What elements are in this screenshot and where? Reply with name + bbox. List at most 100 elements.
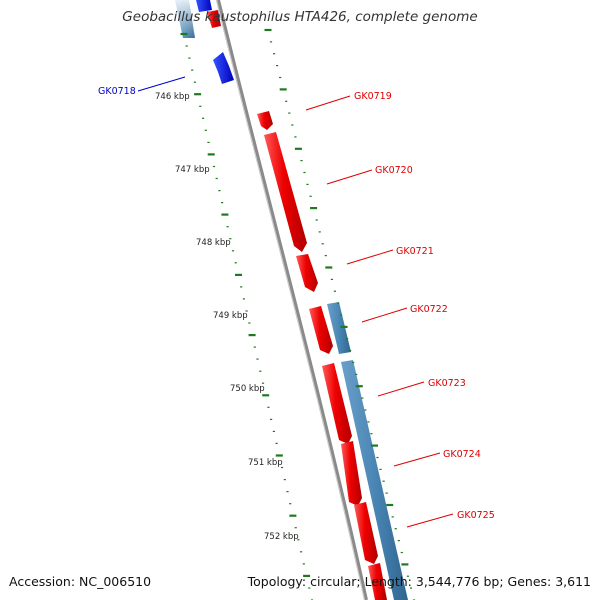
left-ruler-minor-tick [202, 117, 205, 119]
cds-band-1 [327, 302, 351, 354]
genome-summary-text: Topology: circular; Length: 3,544,776 bp… [247, 574, 591, 589]
right-ruler-major-tick [355, 385, 363, 388]
accession-text: Accession: NC_006510 [9, 574, 152, 589]
right-ruler-minor-tick [409, 587, 413, 589]
gene-label-gk0725[interactable]: GK0725 [457, 510, 495, 521]
gene-leader-line [326, 169, 373, 185]
left-ruler-minor-tick [231, 250, 235, 252]
left-ruler-minor-tick [272, 430, 275, 432]
right-ruler-minor-tick [364, 409, 367, 411]
ruler-label: 749 kbp [213, 311, 248, 321]
gene-leader-line [346, 249, 394, 265]
right-ruler-major-tick [386, 503, 394, 507]
right-ruler-minor-tick [361, 397, 364, 399]
left-ruler-major-tick [180, 32, 188, 36]
left-ruler-minor-tick [270, 418, 273, 420]
left-ruler-minor-tick [221, 202, 224, 204]
left-ruler-minor-tick [261, 382, 265, 384]
ruler-label: 752 kbp [264, 532, 299, 542]
right-ruler-major-tick [401, 563, 409, 566]
right-ruler-major-tick [325, 266, 333, 269]
gene-label-gk0721[interactable]: GK0721 [396, 246, 434, 257]
left-ruler-minor-tick [308, 587, 311, 589]
right-ruler-major-tick [310, 207, 318, 210]
left-ruler-minor-tick [300, 551, 303, 553]
right-ruler-minor-tick [321, 243, 324, 245]
right-ruler-minor-tick [269, 41, 273, 43]
left-ruler-minor-tick [242, 298, 245, 300]
right-ruler-minor-tick [391, 516, 394, 518]
left-ruler-minor-tick [240, 286, 243, 288]
right-ruler-minor-tick [315, 219, 318, 221]
right-ruler-minor-tick [397, 540, 400, 542]
gene-leader-line [137, 76, 186, 92]
right-ruler-minor-tick [318, 231, 321, 233]
left-ruler-major-tick [289, 514, 297, 517]
gene-label-gk0722[interactable]: GK0722 [410, 304, 448, 315]
left-ruler-minor-tick [207, 141, 210, 143]
left-ruler-minor-tick [188, 57, 191, 59]
right-ruler-minor-tick [385, 492, 388, 494]
ruler-label: 748 kbp [196, 238, 231, 248]
gene-arrow-gk0724 [341, 441, 362, 506]
left-ruler-minor-tick [256, 358, 259, 360]
gene-arrow-top-forward [207, 10, 221, 28]
ruler-ticks [180, 28, 416, 600]
gene-arrow-gk0721 [296, 254, 318, 292]
right-ruler-minor-tick [355, 373, 358, 375]
left-ruler-minor-tick [294, 527, 297, 529]
right-ruler-minor-tick [285, 100, 288, 102]
right-ruler-minor-tick [300, 160, 303, 162]
right-ruler-major-tick [264, 28, 272, 32]
cds-bands [175, 0, 408, 600]
gene-label-gk0724[interactable]: GK0724 [443, 449, 481, 460]
left-ruler-minor-tick [275, 442, 278, 444]
left-ruler-minor-tick [297, 539, 300, 541]
right-ruler-minor-tick [370, 433, 373, 435]
right-ruler-minor-tick [394, 528, 397, 530]
right-ruler-minor-tick [406, 575, 409, 577]
right-ruler-minor-tick [346, 338, 349, 340]
gene-label-gk0718[interactable]: GK0718 [98, 86, 136, 97]
genome-backbone [216, 0, 368, 600]
left-ruler-minor-tick [283, 479, 286, 481]
left-ruler-minor-tick [191, 69, 194, 71]
right-ruler-major-tick [340, 325, 348, 328]
right-ruler-major-tick [371, 444, 378, 447]
right-ruler-minor-tick [306, 183, 309, 185]
left-ruler-major-tick [303, 574, 311, 577]
gene-label-gk0720[interactable]: GK0720 [375, 165, 413, 176]
gene-arrow-gk0719 [257, 111, 273, 130]
left-ruler-major-tick [235, 273, 242, 276]
right-ruler-minor-tick [382, 480, 385, 482]
gene-labels: GK0718 GK0719 GK0720 GK0721 GK0722 GK0723 GK07… [98, 76, 495, 528]
gene-label-gk0719[interactable]: GK0719 [354, 91, 392, 102]
right-ruler-minor-tick [309, 195, 312, 197]
ruler-label: 746 kbp [155, 92, 190, 102]
gene-arrow-gk0720 [264, 132, 307, 252]
left-ruler-minor-tick [229, 238, 232, 240]
right-ruler-minor-tick [379, 468, 382, 470]
gene-arrow-gk0718 [213, 52, 234, 84]
map-title: Geobacillus kaustophilus HTA426, complet… [122, 9, 478, 25]
right-ruler-minor-tick [288, 112, 291, 114]
left-ruler-minor-tick [289, 503, 292, 505]
left-ruler-minor-tick [199, 105, 202, 107]
left-ruler-minor-tick [259, 370, 262, 372]
gene-arrow-bottom [368, 563, 387, 600]
ruler-label: 747 kbp [175, 165, 210, 175]
ruler-labels: 746 kbp 747 kbp 748 kbp 749 kbp 750 kbp 751 k… [155, 92, 299, 542]
genome-backbone-highlight [216, 0, 365, 600]
gene-leader-line [305, 95, 351, 111]
right-ruler-minor-tick [324, 255, 327, 257]
right-ruler-major-tick [294, 147, 302, 150]
right-ruler-minor-tick [339, 314, 343, 316]
gene-label-gk0723[interactable]: GK0723 [428, 378, 466, 389]
right-ruler-minor-tick [376, 456, 379, 459]
left-ruler-major-tick [221, 213, 229, 216]
left-ruler-minor-tick [253, 346, 256, 348]
left-ruler-minor-tick [286, 491, 289, 493]
ruler-label: 751 kbp [248, 458, 283, 468]
left-ruler-minor-tick [245, 310, 248, 312]
